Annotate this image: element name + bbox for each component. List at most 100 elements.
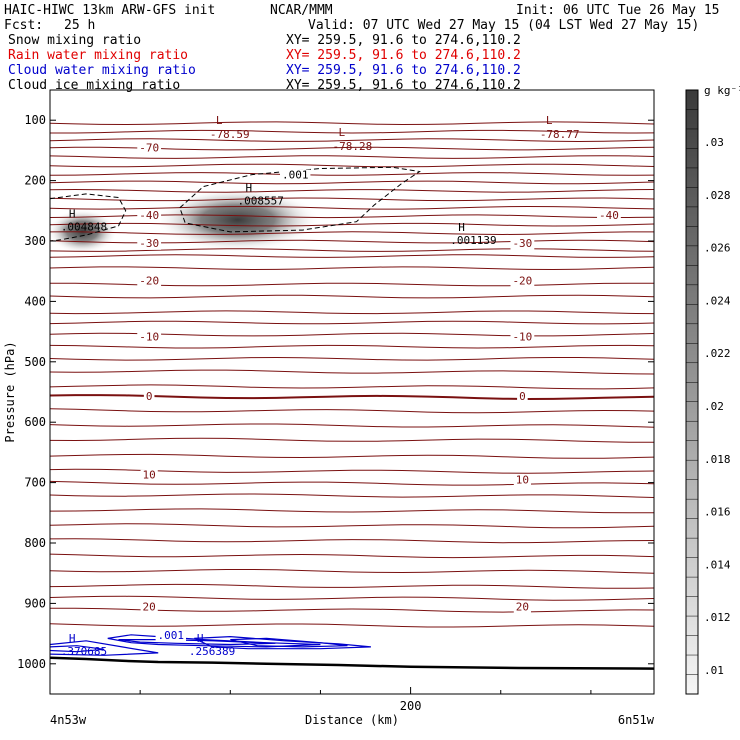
isotherm: [50, 155, 654, 159]
isotherm-label-bg: [140, 601, 158, 614]
isotherm-label-bg: [517, 391, 528, 404]
colorbar: .03 .028 .026 .024 .022 .02 .018 .016 .014 .012 .0…: [685, 84, 740, 695]
isotherm: [50, 437, 654, 443]
cloud-water-contour: [230, 637, 348, 648]
cloud-max-mark: H: [69, 632, 76, 645]
isotherm-label: 0: [146, 390, 153, 403]
y-tick-label: 900: [24, 596, 46, 610]
isotherm: [50, 356, 654, 361]
field-list: Snow mixing ratio XY= 259.5, 91.6 to 274.…: [8, 33, 521, 93]
isotherm-label: -20: [512, 274, 532, 287]
colorbar-tick-label: .028: [704, 189, 731, 202]
colorbar-tick-label: .014: [704, 558, 731, 571]
colorbar-scale: [685, 89, 699, 695]
isotherm: [50, 294, 654, 299]
y-tick-label: 800: [24, 536, 46, 550]
isotherm: [50, 423, 654, 428]
isotherm: [50, 180, 654, 185]
isotherm-label-bg: [137, 237, 162, 250]
model-title: HAIC-HIWC 13km ARW-GFS init: [4, 3, 215, 18]
isotherm-label: 0: [519, 390, 526, 403]
isotherm: [50, 188, 654, 193]
cloud-water-contour: [50, 645, 105, 653]
y-tick-label: 700: [24, 476, 46, 490]
field-xy: XY= 259.5, 91.6 to 274.6,110.2: [286, 78, 521, 93]
isotherm: [50, 129, 654, 134]
isotherm: [50, 523, 654, 529]
y-tick-label: 300: [24, 234, 46, 248]
isotherm: [50, 231, 654, 236]
isotherm-label-bg: [137, 331, 162, 344]
cloud-water-contour: [193, 635, 371, 650]
isotherm: [50, 344, 654, 349]
isotherm-label-bg: [137, 210, 162, 223]
min-value: -78.77: [540, 128, 580, 141]
isotherm: [50, 254, 654, 258]
isotherm: [50, 453, 654, 459]
isotherm-label: -10: [139, 330, 159, 343]
isotherm: [50, 205, 654, 210]
isotherm-label-bg: [597, 210, 621, 223]
isotherm-label-bg: [513, 601, 531, 614]
ice-contours: [50, 166, 421, 242]
colorbar-tick-label: .024: [704, 294, 731, 307]
isotherm-label-bg: [510, 275, 535, 288]
isotherm: [50, 408, 654, 414]
field-name: Rain water mixing ratio: [8, 48, 188, 63]
isotherm-label: 20: [143, 600, 156, 613]
isotherm: [50, 493, 654, 498]
isotherm: [50, 384, 654, 390]
isotherm-label: -30: [139, 237, 159, 250]
isotherm: [50, 248, 654, 252]
isotherm: [50, 266, 654, 271]
cloud-contour-label: .001: [158, 629, 185, 642]
colorbar-tick-label: .01: [704, 664, 724, 677]
isotherm: [50, 538, 654, 544]
colorbar-tick-label: .02: [704, 400, 724, 413]
colorbar-tick-label: .03: [704, 136, 724, 149]
colorbar-tick-label: .018: [704, 453, 731, 466]
isotherm: [50, 369, 654, 375]
isotherm-label: -30: [512, 237, 532, 250]
isotherm-label: 10: [143, 469, 156, 482]
field-name: Snow mixing ratio: [8, 33, 141, 48]
fcst-label: Fcst:: [4, 18, 43, 33]
isotherm-label-bg: [137, 142, 162, 155]
temperature-contours: [50, 121, 654, 628]
x-tick-label: 200: [400, 699, 422, 713]
isotherm: [50, 394, 654, 401]
org-title: NCAR/MMM: [270, 3, 333, 18]
field-name: Cloud water mixing ratio: [8, 63, 196, 78]
max-mark: H: [69, 208, 76, 221]
isotherm: [50, 222, 654, 227]
colorbar-tick-label: .016: [704, 506, 731, 519]
isotherm-label-bg: [510, 237, 535, 250]
isotherm-label-bg: [510, 331, 535, 344]
colorbar-tick-label: .026: [704, 242, 731, 255]
valid-time: Valid: 07 UTC Wed 27 May 15 (04 LST Wed …: [308, 18, 699, 33]
isotherm-label: -40: [599, 209, 619, 222]
isotherm: [50, 320, 654, 325]
field-xy: XY= 259.5, 91.6 to 274.6,110.2: [286, 48, 521, 63]
field-xy: XY= 259.5, 91.6 to 274.6,110.2: [286, 63, 521, 78]
isotherm: [50, 583, 654, 589]
max-mark: H: [458, 221, 465, 234]
field-xy: XY= 259.5, 91.6 to 274.6,110.2: [286, 33, 521, 48]
ice-contour-label: .001: [282, 169, 309, 182]
colorbar-tick-label: .012: [704, 611, 731, 624]
min-value: -78.28: [332, 140, 372, 153]
y-tick-label: 1000: [17, 657, 46, 671]
isotherm-label: -20: [139, 274, 159, 287]
field-name: Cloud ice mixing ratio: [8, 78, 180, 93]
x-axis-label: Distance (km): [305, 713, 399, 727]
y-tick-label: 400: [24, 294, 46, 308]
isotherm: [50, 163, 654, 168]
isotherm-label-bg: [137, 275, 162, 288]
isotherm: [50, 623, 654, 628]
y-tick-label: 200: [24, 174, 46, 188]
isotherm: [50, 121, 654, 126]
x-start-label: 4n53w: [50, 713, 87, 727]
isotherm: [50, 569, 654, 574]
